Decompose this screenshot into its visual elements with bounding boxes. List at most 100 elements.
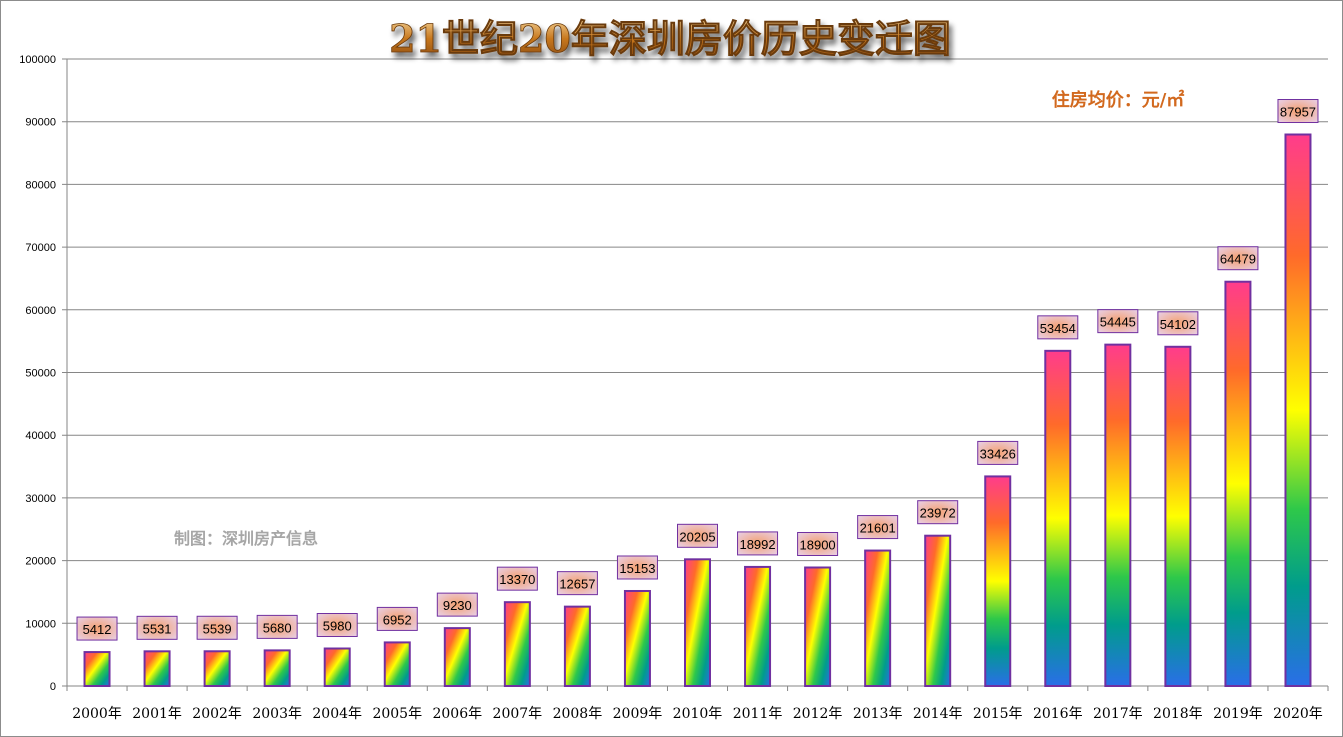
- y-tick-label: 50000: [25, 368, 56, 380]
- bar-2002年: [203, 650, 231, 687]
- x-tick-label: 2002年: [192, 706, 242, 722]
- data-label-box: [376, 606, 418, 631]
- bar-2019年: [1224, 280, 1252, 687]
- bar-2017年: [1104, 343, 1132, 687]
- bar-2003年: [263, 649, 291, 688]
- y-tick-label: 20000: [25, 556, 56, 568]
- bar-2018年: [1164, 345, 1192, 687]
- y-tick-label: 10000: [25, 618, 56, 630]
- chart-title: 21世纪20年深圳房价历史变迁图: [389, 16, 951, 61]
- x-tick-label: 2013年: [853, 706, 903, 722]
- bar-2016年: [1044, 349, 1072, 687]
- data-label-box: [917, 500, 959, 525]
- data-label-box: [797, 531, 839, 556]
- data-label: 54445: [1100, 315, 1136, 330]
- data-label: 12657: [559, 577, 595, 592]
- bars: [83, 133, 1312, 688]
- data-label-box: [677, 523, 718, 548]
- x-tick-label: 2007年: [493, 706, 543, 722]
- data-label-box: [737, 531, 779, 556]
- data-label: 53454: [1040, 321, 1076, 336]
- y-tick-label: 60000: [25, 305, 56, 317]
- data-label: 9230: [443, 598, 472, 613]
- data-label-box: [977, 440, 1019, 465]
- x-tick-label: 2009年: [613, 706, 663, 722]
- bar-2006年: [443, 627, 471, 688]
- bar-2008年: [563, 605, 591, 688]
- x-tick-label: 2000年: [72, 706, 122, 722]
- x-axis: 2000年 2001年 2002年 2003年 2004年 2005年 2006年 2007年…: [66, 59, 1329, 722]
- data-label-box: [136, 615, 178, 640]
- data-label: 33426: [980, 446, 1016, 461]
- data-label: 18992: [739, 537, 775, 552]
- data-label: 18900: [800, 537, 836, 552]
- data-label: 5980: [323, 619, 352, 634]
- x-tick-label: 2020年: [1273, 706, 1323, 722]
- x-tick-label: 2012年: [793, 706, 843, 722]
- data-label: 23972: [920, 506, 956, 521]
- y-tick-label: 40000: [25, 430, 56, 442]
- data-label: 13370: [499, 572, 535, 587]
- y-tick-label: 0: [50, 681, 56, 693]
- data-label-box: [76, 616, 118, 641]
- data-label: 87957: [1280, 105, 1316, 120]
- data-label: 64479: [1220, 252, 1256, 267]
- bar-2004年: [323, 647, 351, 687]
- y-tick-label: 70000: [25, 242, 56, 254]
- x-tick-label: 2018年: [1153, 706, 1203, 722]
- x-tick-label: 2005年: [372, 706, 422, 722]
- bar-2000年: [83, 651, 111, 688]
- x-tick-label: 2010年: [673, 706, 723, 722]
- data-label: 20205: [679, 529, 715, 544]
- x-tick-label: 2015年: [973, 706, 1023, 722]
- bar-2011年: [744, 565, 772, 688]
- credit-note: 制图：深圳房产信息: [174, 529, 318, 548]
- data-label-box: [496, 566, 538, 591]
- x-tick-label: 2016年: [1033, 706, 1083, 722]
- x-tick-label: 2004年: [312, 706, 362, 722]
- data-label-box: [196, 615, 238, 640]
- data-label-box: [1277, 99, 1319, 124]
- bar-2014年: [924, 534, 952, 687]
- data-label: 5680: [263, 620, 292, 635]
- data-label: 5531: [143, 621, 172, 636]
- data-label: 5539: [203, 621, 232, 636]
- data-label: 21601: [860, 521, 896, 536]
- data-label: 5412: [83, 622, 112, 637]
- x-tick-label: 2019年: [1213, 706, 1263, 722]
- y-tick-label: 30000: [25, 493, 56, 505]
- data-label-box: [256, 614, 298, 639]
- bar-2010年: [684, 558, 711, 687]
- bar-2020年: [1284, 133, 1312, 688]
- y-tick-label: 90000: [25, 117, 56, 129]
- bar-2009年: [623, 589, 651, 687]
- y-axis: 0 10000 20000 30000 40000 50000 60000 70000 8000…: [19, 54, 56, 693]
- data-label-box: [316, 613, 358, 638]
- x-tick-label: 2017年: [1093, 706, 1143, 722]
- bar-2012年: [804, 566, 832, 688]
- data-label-box: [616, 555, 658, 580]
- data-label-box: [1157, 311, 1199, 336]
- bar-2013年: [864, 549, 892, 687]
- x-tick-label: 2014年: [913, 706, 963, 722]
- unit-note: 住房均价：元/㎡: [1052, 89, 1185, 111]
- data-label: 15153: [619, 561, 655, 576]
- data-labels: 5412 5531 5539 5680 5980 6952 9230 13370 12657 15…: [76, 99, 1319, 641]
- data-label-box: [1097, 309, 1139, 334]
- data-label-box: [556, 571, 598, 596]
- data-label: 6952: [383, 612, 412, 627]
- y-tick-label: 80000: [25, 179, 56, 191]
- x-tick-label: 2011年: [733, 706, 783, 722]
- data-label: 54102: [1160, 317, 1196, 332]
- y-tick-label: 100000: [19, 54, 56, 66]
- bar-2001年: [143, 650, 171, 687]
- data-label-box: [1037, 315, 1079, 340]
- x-tick-label: 2008年: [553, 706, 603, 722]
- data-label-box: [857, 515, 899, 540]
- x-tick-label: 2006年: [432, 706, 482, 722]
- x-tick-label: 2003年: [252, 706, 302, 722]
- bar-2015年: [984, 475, 1012, 687]
- data-label-box: [1217, 246, 1259, 271]
- x-tick-label: 2001年: [132, 706, 182, 722]
